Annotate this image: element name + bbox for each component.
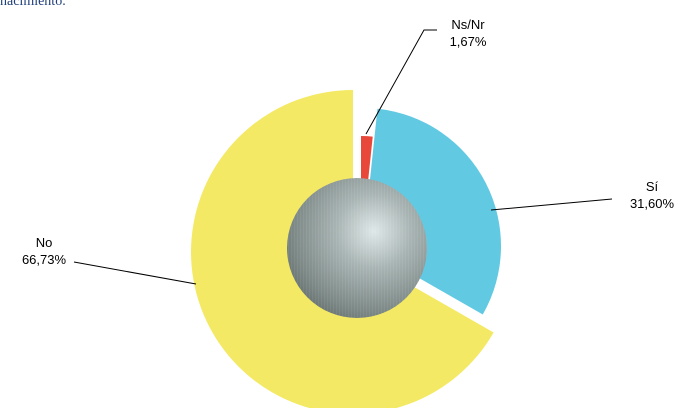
- leader-line-no: [73, 261, 197, 285]
- slice-pct-no: 66,73%: [22, 252, 67, 267]
- center-sphere-texture: [287, 178, 427, 318]
- slice-name-nsnr: Ns/Nr: [451, 17, 485, 32]
- header-text: nacimiento.: [0, 0, 66, 9]
- leader-line-si: [490, 198, 613, 211]
- center-sphere: [287, 178, 427, 318]
- slice-pct-si: 31,60%: [630, 196, 675, 211]
- leader-lines: [73, 29, 613, 285]
- slice-name-si: Sí: [646, 179, 659, 194]
- slice-labels: Ns/Nr 1,67% Sí 31,60% No 66,73%: [22, 17, 675, 267]
- slice-name-no: No: [36, 235, 53, 250]
- slice-pct-nsnr: 1,67%: [450, 34, 487, 49]
- leader-line-nsnr: [365, 29, 437, 135]
